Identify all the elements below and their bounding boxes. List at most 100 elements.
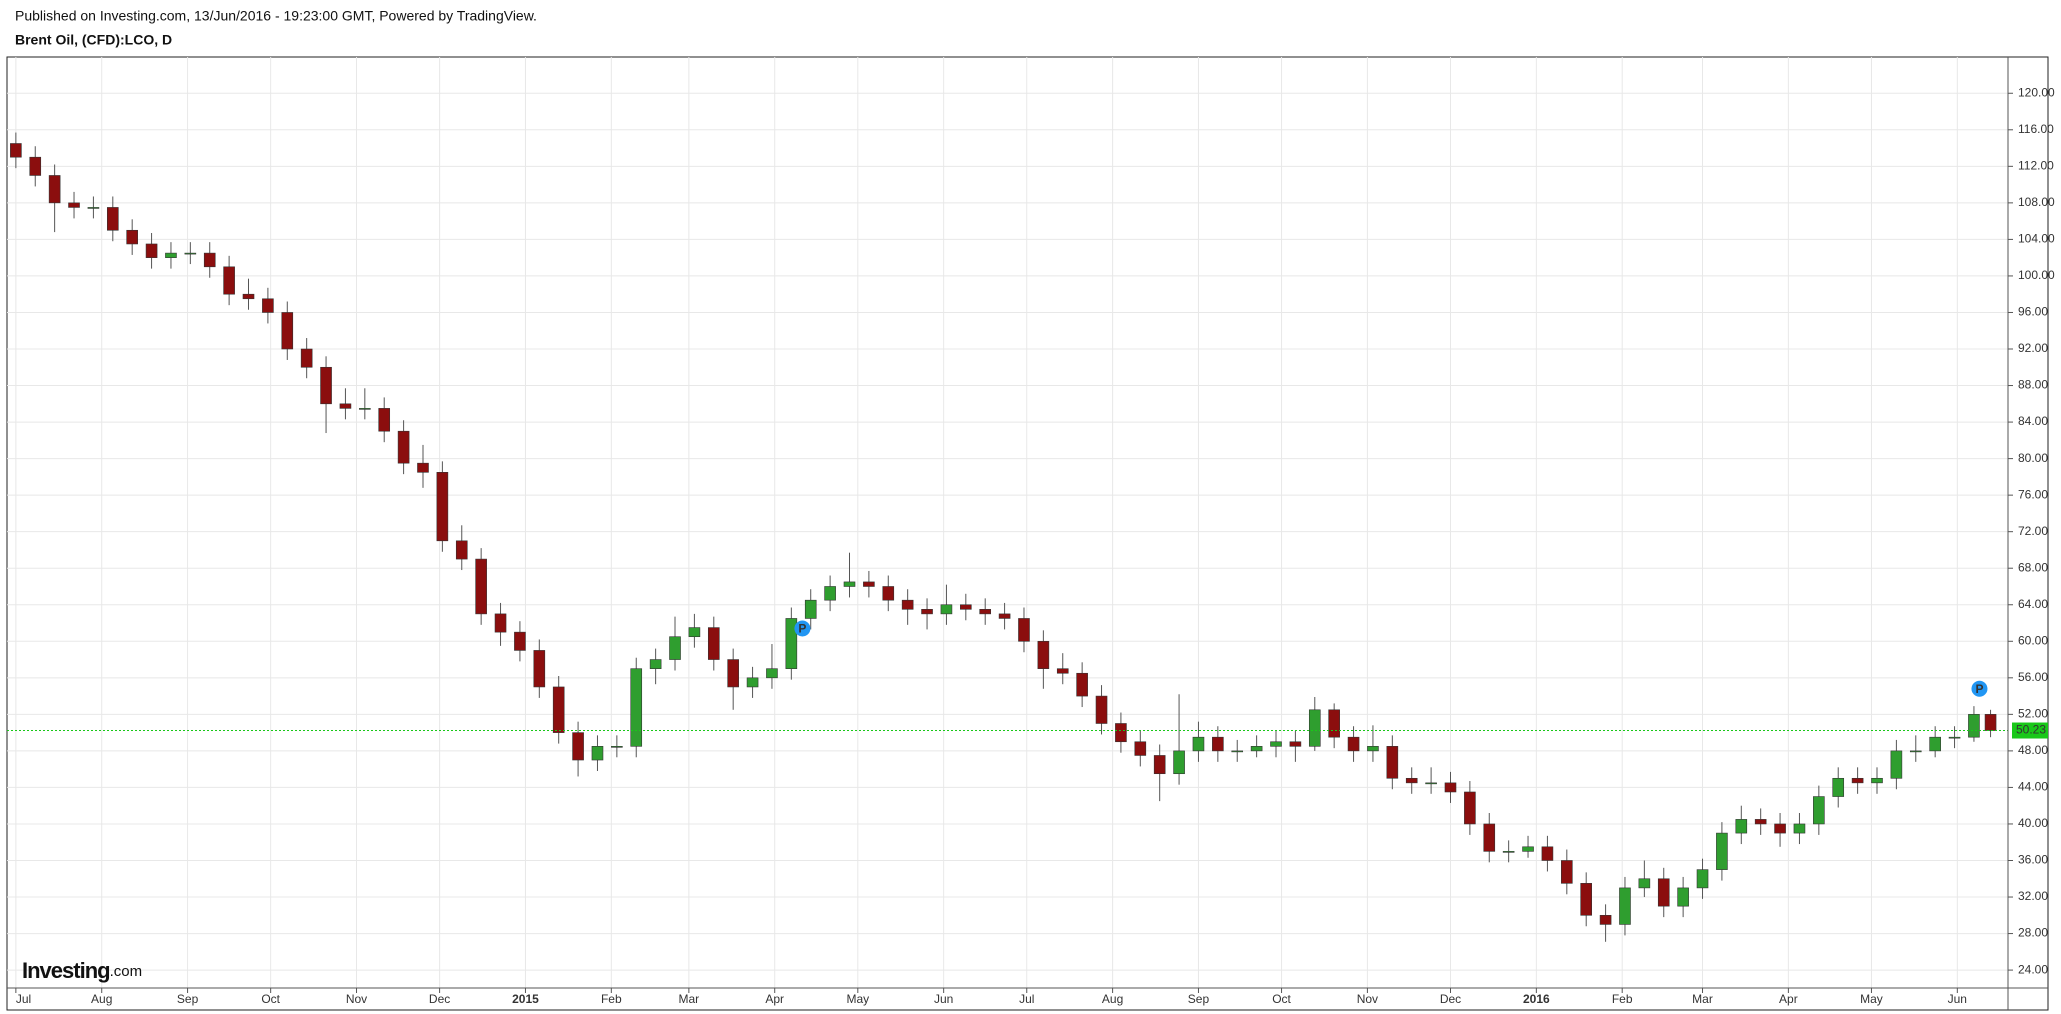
x-tick-label: Aug (91, 992, 112, 1006)
candle-body (591, 746, 604, 761)
logo-main: Investing (22, 958, 110, 983)
candle-body (281, 312, 294, 350)
candle-body (106, 207, 119, 231)
candle-body (572, 732, 584, 761)
y-tick-label: 64.00 (2018, 597, 2048, 611)
x-tick-label: Jul (1019, 992, 1034, 1006)
y-tick-label: 48.00 (2018, 743, 2048, 757)
grid: 24.00 28.00 32.00 36.00 40.00 44.00 48.00 52.00… (7, 57, 2055, 1006)
x-tick-label: Nov (346, 992, 367, 1006)
candle-body (1076, 672, 1088, 697)
x-tick-label: Jun (934, 992, 953, 1006)
x-tick-label: Sep (1188, 992, 1210, 1006)
candle-body (688, 627, 701, 638)
y-tick-label: 56.00 (2018, 670, 2048, 684)
y-tick-label: 36.00 (2018, 853, 2048, 867)
candle-body (1347, 736, 1360, 752)
candle-body (1056, 668, 1069, 674)
candle-body (494, 613, 507, 633)
candle-body (1793, 823, 1806, 834)
candle-body (10, 143, 22, 158)
candle-body (746, 677, 759, 688)
candle-body (1677, 887, 1689, 907)
y-tick-label: 88.00 (2018, 378, 2048, 392)
x-tick-label: Mar (679, 992, 700, 1006)
candle-body (1561, 860, 1573, 884)
candle-body (1231, 750, 1244, 753)
y-tick-label: 40.00 (2018, 816, 2048, 830)
candle-body (320, 366, 332, 405)
candle-body (417, 462, 429, 473)
x-tick-label: Apr (1779, 992, 1798, 1006)
candle-body (1289, 741, 1302, 747)
published-note: Published on Investing.com, 13/Jun/2016 … (15, 8, 537, 24)
candle-body (1599, 914, 1612, 925)
x-tick-label: Jun (1948, 992, 1967, 1006)
x-tick-label: Oct (261, 992, 280, 1006)
candle-body (1696, 869, 1709, 889)
candle-body (1735, 819, 1748, 834)
y-tick-label: 96.00 (2018, 305, 2048, 319)
candle-body (29, 156, 42, 176)
candle-body (998, 613, 1011, 619)
candle-body (126, 229, 138, 245)
candle-body (1522, 846, 1534, 852)
y-tick-label: 72.00 (2018, 524, 2048, 538)
logo: Investing.com (22, 958, 142, 983)
candle-body (1250, 746, 1263, 752)
candle-body (455, 540, 468, 560)
candle-body (1115, 723, 1127, 743)
last-price-label: 50.23 (2016, 723, 2046, 737)
event-marker-label: P (1975, 682, 1983, 696)
y-tick-label: 80.00 (2018, 451, 2048, 465)
event-marker (794, 620, 811, 637)
y-tick-label: 52.00 (2018, 707, 2048, 721)
candle-body (300, 348, 313, 368)
event-marker-label: P (798, 622, 806, 636)
candle-body (1444, 782, 1457, 793)
candle-body (1774, 823, 1786, 834)
candle-body (1929, 736, 1941, 752)
candle-body (979, 609, 992, 615)
candle-body (378, 408, 391, 432)
y-tick-label: 84.00 (2018, 414, 2048, 428)
y-tick-label: 100.00 (2018, 268, 2055, 282)
candle-body (1328, 709, 1340, 738)
y-tick-label: 104.00 (2018, 232, 2055, 246)
candle-body (863, 581, 875, 587)
candle-body (1580, 883, 1592, 916)
candle-body (184, 252, 197, 255)
candle-body (1153, 755, 1166, 775)
x-tick-label: 2015 (512, 992, 539, 1006)
x-tick-label: Sep (177, 992, 199, 1006)
x-tick-label: 2016 (1523, 992, 1550, 1006)
candle-body (1425, 782, 1437, 785)
candle-body (707, 627, 720, 660)
x-tick-label: Dec (429, 992, 450, 1006)
y-tick-label: 32.00 (2018, 889, 2048, 903)
x-tick-label: Dec (1440, 992, 1461, 1006)
candle-body (1405, 777, 1418, 784)
candle-body (552, 686, 565, 733)
y-tick-label: 108.00 (2018, 195, 2055, 209)
x-tick-label: May (846, 992, 869, 1006)
last-price-box (2012, 722, 2048, 739)
candle-body (649, 659, 662, 669)
candle-body (242, 293, 255, 300)
marks: 50.23 P P (7, 132, 2048, 942)
candle-body (1483, 823, 1496, 852)
candle-body (1308, 709, 1321, 747)
candle-body (339, 403, 352, 409)
candle-body (611, 746, 623, 748)
candle-body (165, 252, 177, 258)
candle-body (1212, 736, 1224, 752)
candle-body (1813, 796, 1825, 825)
y-tick-label: 44.00 (2018, 780, 2048, 794)
x-tick-label: Oct (1272, 992, 1291, 1006)
candle-body (514, 631, 526, 651)
candle-body (940, 604, 953, 615)
candle-body (1192, 736, 1205, 752)
candle-body (1464, 791, 1476, 825)
candle-body (804, 599, 817, 619)
